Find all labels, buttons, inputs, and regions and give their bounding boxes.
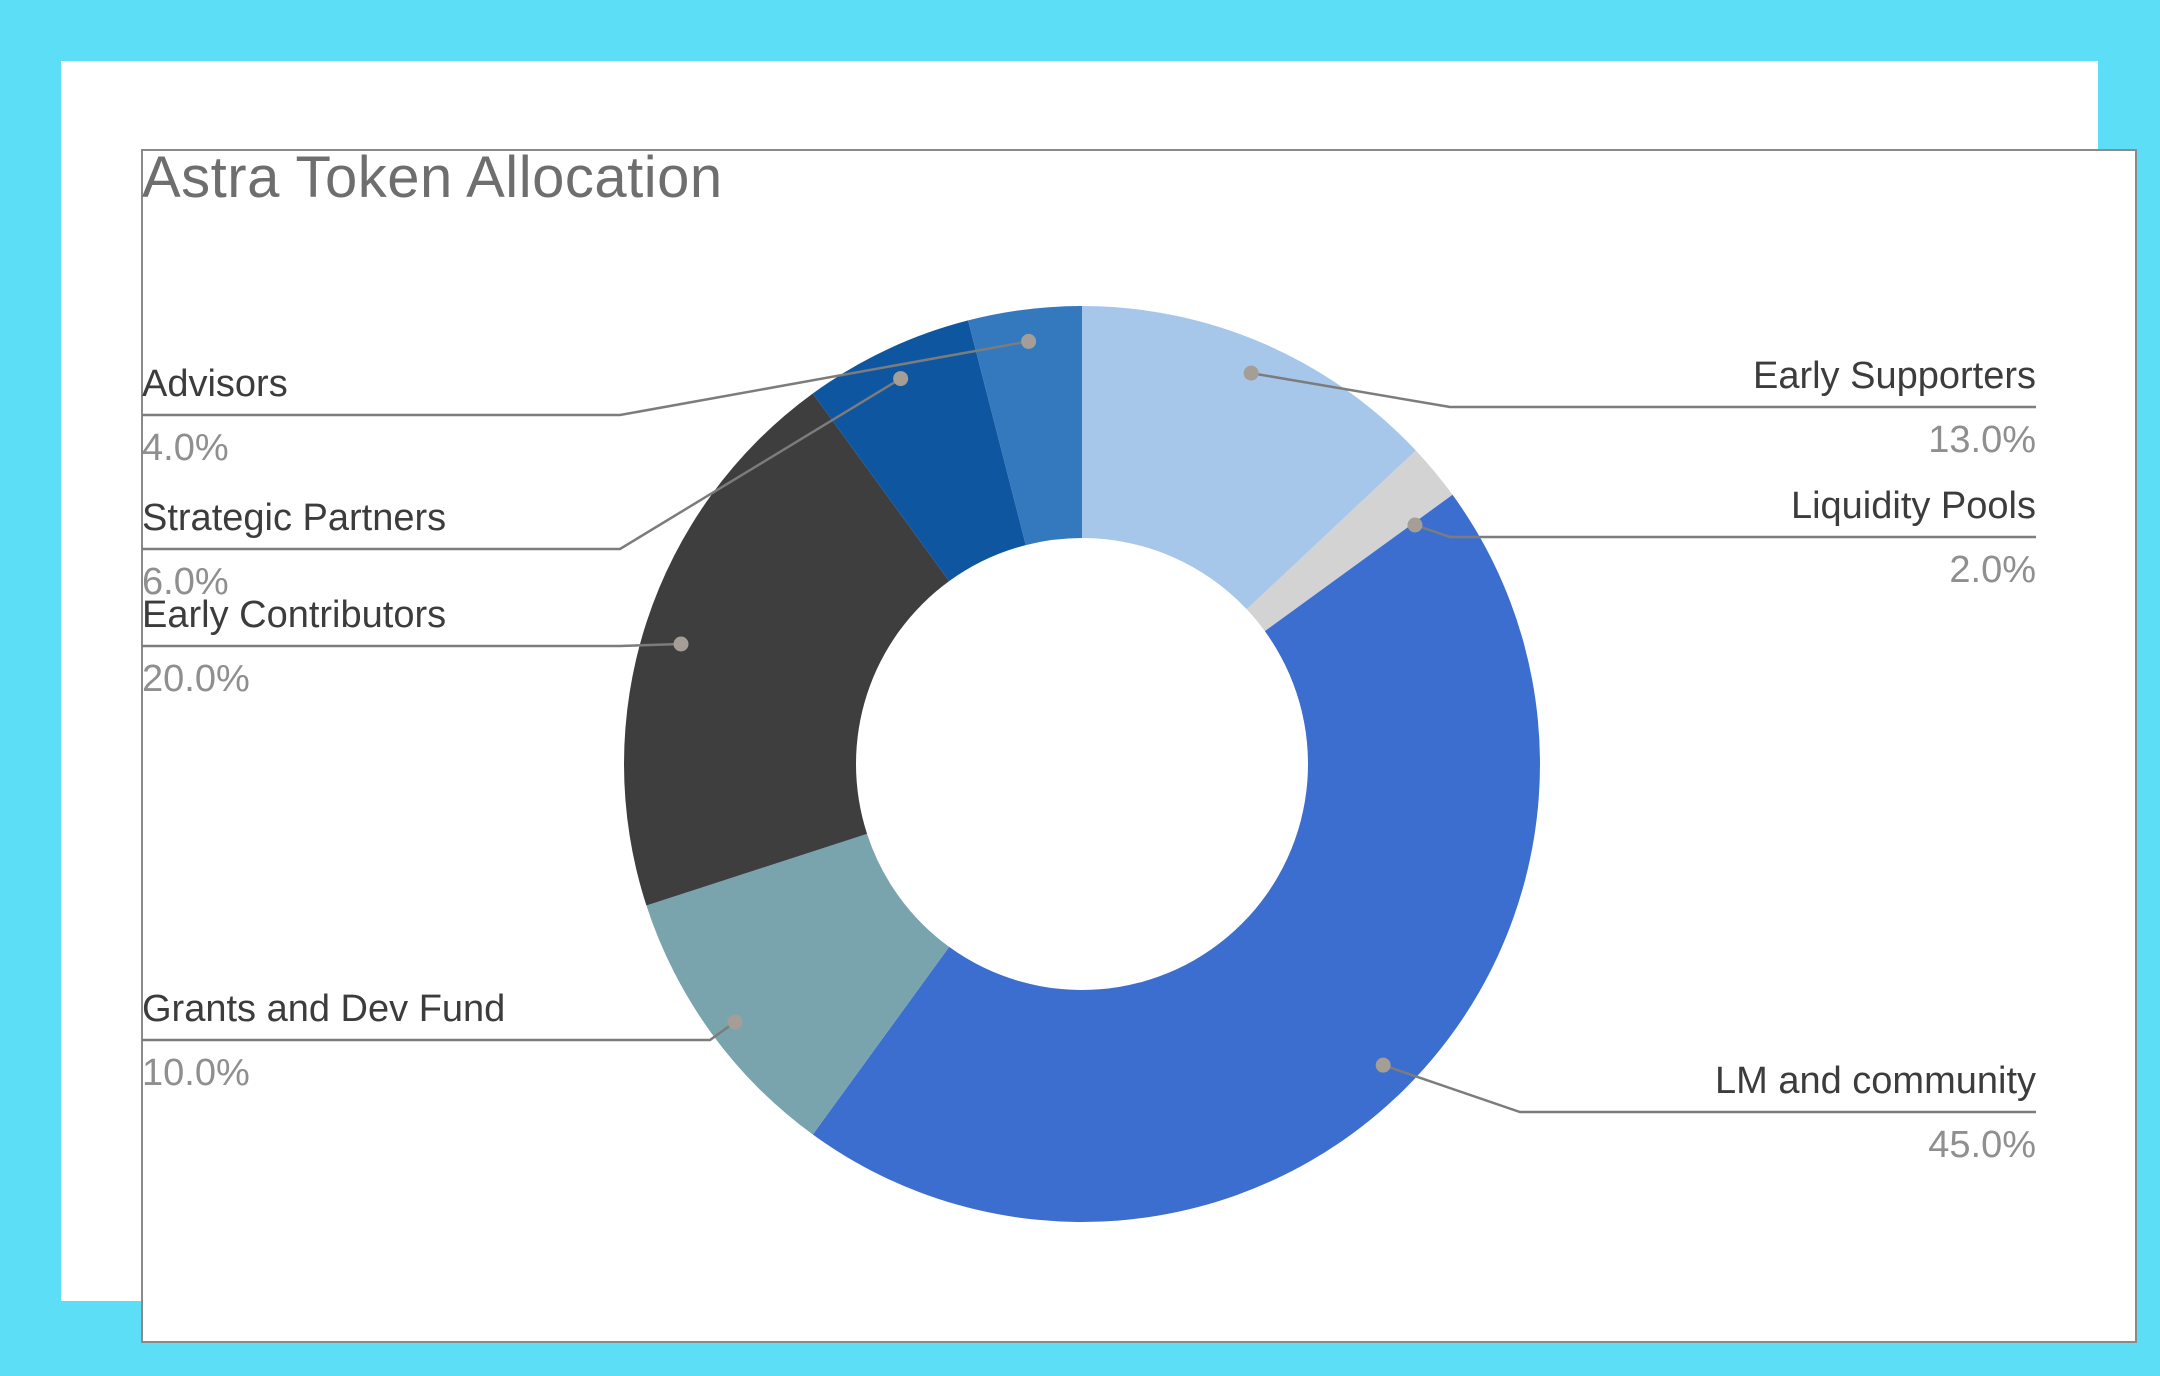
- slice-percent-grants-and-dev-fund: 10.0%: [142, 1052, 250, 1094]
- leader-dot-lm-and-community: [1375, 1057, 1391, 1073]
- slice-strategic-partners[interactable]: [812, 320, 1026, 582]
- slice-percent-early-supporters: 13.0%: [1928, 419, 2036, 461]
- leader-line-liquidity-pools: [1414, 523, 2036, 539]
- slice-percent-strategic-partners: 6.0%: [142, 561, 229, 603]
- leader-dot-advisors: [1021, 333, 1037, 349]
- leader-line-advisors: [142, 340, 1029, 417]
- slice-percent-early-contributors: 20.0%: [142, 658, 250, 700]
- leader-line-early-supporters: [1250, 371, 2036, 409]
- leader-dot-liquidity-pools: [1407, 517, 1423, 533]
- slice-early-contributors[interactable]: [623, 393, 950, 906]
- slice-label-advisors: Advisors: [142, 363, 288, 405]
- slice-percent-liquidity-pools: 2.0%: [1949, 549, 2036, 591]
- leader-line-strategic-partners: [142, 377, 902, 551]
- leader-dot-strategic-partners: [893, 371, 909, 387]
- slice-percent-advisors: 4.0%: [142, 427, 229, 469]
- slice-label-early-supporters: Early Supporters: [1752, 355, 2036, 397]
- slice-label-strategic-partners: Strategic Partners: [142, 497, 447, 539]
- slice-liquidity-pools[interactable]: [1246, 450, 1453, 632]
- slice-lm-and-community[interactable]: [812, 494, 1540, 1223]
- slice-advisors[interactable]: [968, 306, 1082, 546]
- slice-label-early-contributors: Early Contributors: [142, 594, 447, 636]
- leader-dot-early-contributors: [673, 636, 689, 652]
- leader-line-lm-and-community: [1382, 1064, 2036, 1114]
- slice-label-liquidity-pools: Liquidity Pools: [1790, 485, 2036, 527]
- slice-percent-lm-and-community: 45.0%: [1928, 1124, 2036, 1166]
- leader-dot-early-supporters: [1243, 365, 1259, 381]
- slice-early-supporters[interactable]: [1082, 306, 1416, 610]
- slice-label-grants-and-dev-fund: Grants and Dev Fund: [142, 988, 506, 1030]
- leader-line-early-contributors: [142, 642, 682, 648]
- slice-grants-and-dev-fund[interactable]: [646, 833, 950, 1135]
- slice-label-lm-and-community: LM and community: [1714, 1060, 2036, 1102]
- chart-title: Astra Token Allocation: [142, 145, 723, 210]
- leader-dot-grants-and-dev-fund: [727, 1014, 743, 1030]
- leader-line-grants-and-dev-fund: [142, 1020, 736, 1042]
